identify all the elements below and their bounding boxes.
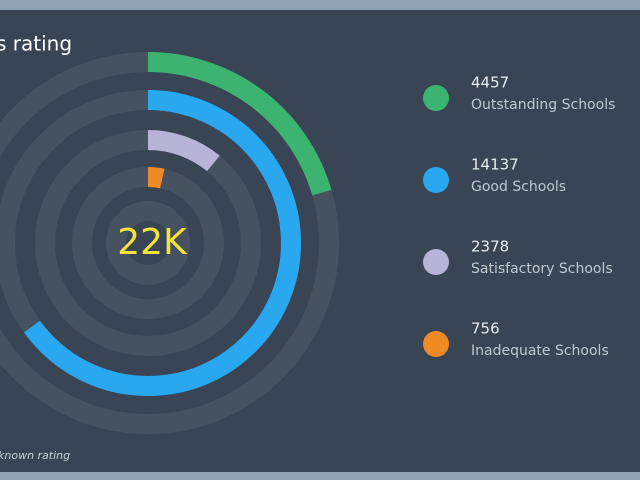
legend-marker [423, 331, 449, 357]
legend-value: 4457 [471, 74, 509, 92]
legend-marker [423, 249, 449, 275]
radial-bar [147, 167, 165, 189]
legend-label: Satisfactory Schools [471, 261, 613, 277]
ring-track [106, 201, 190, 285]
legend-label: Good Schools [471, 179, 566, 195]
center-label: 22K [117, 222, 188, 263]
legend-value: 756 [471, 320, 500, 338]
radial-bar [147, 52, 332, 196]
footnote: known rating [0, 449, 70, 462]
legend-marker [423, 167, 449, 193]
radial-bar [23, 90, 301, 396]
legend-label: Outstanding Schools [471, 97, 615, 113]
chart-title: s rating [0, 32, 72, 56]
legend-label: Inadequate Schools [471, 343, 609, 359]
legend-marker [423, 85, 449, 111]
radial-bar [147, 130, 220, 172]
legend-value: 14137 [471, 156, 519, 174]
bottom-border [0, 472, 640, 480]
top-border [0, 0, 640, 10]
legend-value: 2378 [471, 238, 509, 256]
